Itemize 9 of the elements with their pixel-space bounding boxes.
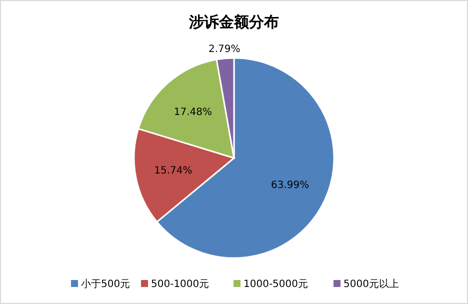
legend-label: 500-1000元 (151, 279, 210, 290)
legend-label: 5000元以上 (344, 278, 399, 290)
data-label: 63.99% (271, 180, 310, 191)
data-label: 15.74% (154, 166, 192, 177)
data-label: 2.79% (208, 44, 240, 55)
data-label: 17.48% (174, 107, 212, 118)
legend-label: 小于500元 (81, 278, 130, 290)
legend-label: 1000-5000元 (244, 279, 308, 290)
chart-title: 涉诉金额分布 (188, 13, 279, 31)
